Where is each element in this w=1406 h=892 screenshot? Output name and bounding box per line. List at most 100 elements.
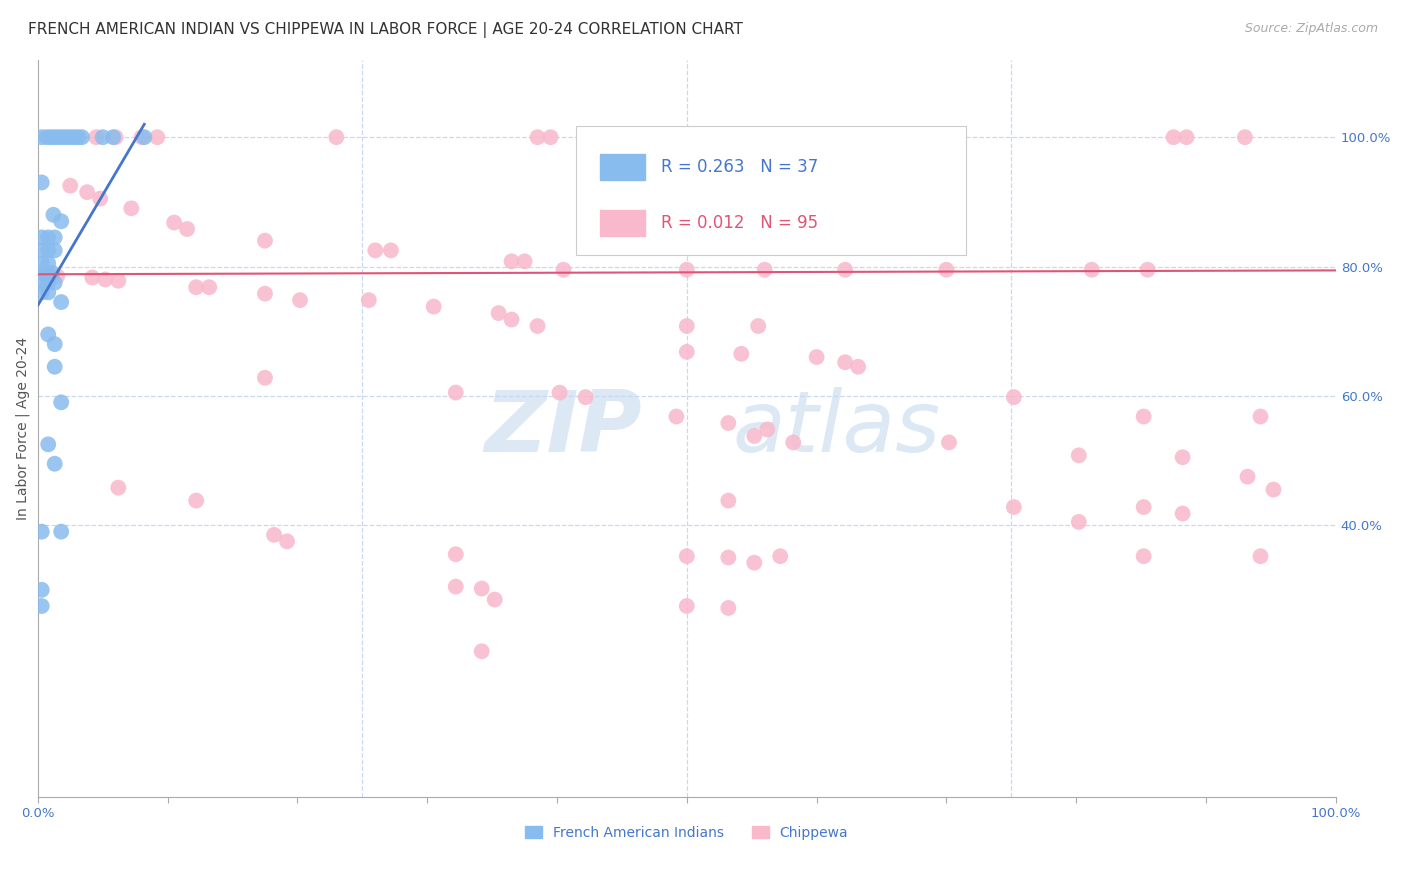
Point xyxy=(288,293,311,307)
Point xyxy=(59,178,82,193)
Point xyxy=(846,359,869,374)
Point xyxy=(444,580,467,594)
Point xyxy=(89,192,111,206)
Point xyxy=(253,370,276,384)
Point xyxy=(1236,469,1258,483)
Point xyxy=(176,222,198,236)
Point xyxy=(883,130,905,145)
Point xyxy=(471,644,494,658)
Point xyxy=(756,422,779,436)
Point xyxy=(46,269,69,284)
Bar xyxy=(600,154,645,180)
Point xyxy=(380,244,402,258)
Point xyxy=(31,524,53,539)
Point xyxy=(276,534,298,549)
Point xyxy=(938,435,960,450)
Point xyxy=(717,416,740,430)
Text: Source: ZipAtlas.com: Source: ZipAtlas.com xyxy=(1244,22,1378,36)
Point xyxy=(91,130,114,145)
Point xyxy=(70,130,93,145)
Point xyxy=(1250,409,1272,424)
Point xyxy=(51,214,73,228)
Point xyxy=(422,300,444,314)
Point xyxy=(44,130,66,145)
Point xyxy=(31,230,53,244)
Point xyxy=(146,130,169,145)
Point xyxy=(1132,549,1154,564)
Text: R = 0.263   N = 37: R = 0.263 N = 37 xyxy=(661,158,818,177)
Point xyxy=(769,549,792,564)
Point xyxy=(44,457,66,471)
Legend: French American Indians, Chippewa: French American Indians, Chippewa xyxy=(520,820,853,845)
Point xyxy=(1002,500,1025,514)
Point xyxy=(471,582,494,596)
Text: atlas: atlas xyxy=(733,386,941,470)
Point xyxy=(37,256,59,270)
Point xyxy=(1233,130,1256,145)
Point xyxy=(484,592,506,607)
Point xyxy=(107,481,129,495)
Point xyxy=(42,208,65,222)
Point xyxy=(665,409,688,424)
Point xyxy=(51,130,73,145)
Point xyxy=(44,244,66,258)
Point xyxy=(107,274,129,288)
Point xyxy=(163,215,186,229)
Point xyxy=(37,244,59,258)
Point xyxy=(37,285,59,300)
Point xyxy=(186,280,208,294)
Point xyxy=(263,528,285,542)
Point xyxy=(364,244,387,258)
Y-axis label: In Labor Force | Age 20-24: In Labor Force | Age 20-24 xyxy=(15,336,30,520)
Point xyxy=(444,547,467,561)
Point xyxy=(1067,448,1090,462)
Point xyxy=(742,556,765,570)
Point xyxy=(444,385,467,400)
Point xyxy=(675,549,697,564)
Point xyxy=(834,262,856,277)
Point xyxy=(325,130,347,145)
Point xyxy=(717,550,740,565)
Point xyxy=(742,429,765,443)
Point xyxy=(526,318,548,333)
Point xyxy=(51,395,73,409)
Point xyxy=(501,254,523,268)
Point xyxy=(31,599,53,613)
Point xyxy=(134,130,156,145)
Point xyxy=(717,493,740,508)
Point xyxy=(31,582,53,597)
Point xyxy=(120,202,142,216)
Point xyxy=(754,262,776,277)
Point xyxy=(37,230,59,244)
Point xyxy=(717,601,740,615)
Point xyxy=(31,285,53,300)
Point xyxy=(1171,450,1194,465)
Point xyxy=(55,130,77,145)
Point xyxy=(94,272,117,286)
Point xyxy=(501,312,523,326)
Point xyxy=(37,437,59,451)
Point xyxy=(37,327,59,342)
Point xyxy=(51,524,73,539)
Point xyxy=(1002,390,1025,404)
Point xyxy=(104,130,127,145)
Point xyxy=(31,130,53,145)
Point xyxy=(1175,130,1198,145)
Point xyxy=(59,130,82,145)
Bar xyxy=(600,210,645,235)
Point xyxy=(675,344,697,359)
Point xyxy=(1080,262,1102,277)
Point xyxy=(63,130,86,145)
Point xyxy=(806,350,828,364)
Point xyxy=(37,269,59,284)
Text: ZIP: ZIP xyxy=(484,386,641,470)
Point xyxy=(82,270,104,285)
Point xyxy=(935,262,957,277)
Point xyxy=(747,318,769,333)
Point xyxy=(526,130,548,145)
Text: FRENCH AMERICAN INDIAN VS CHIPPEWA IN LABOR FORCE | AGE 20-24 CORRELATION CHART: FRENCH AMERICAN INDIAN VS CHIPPEWA IN LA… xyxy=(28,22,742,38)
Point xyxy=(898,130,921,145)
Point xyxy=(31,176,53,190)
Point xyxy=(1132,500,1154,514)
Point xyxy=(101,130,124,145)
